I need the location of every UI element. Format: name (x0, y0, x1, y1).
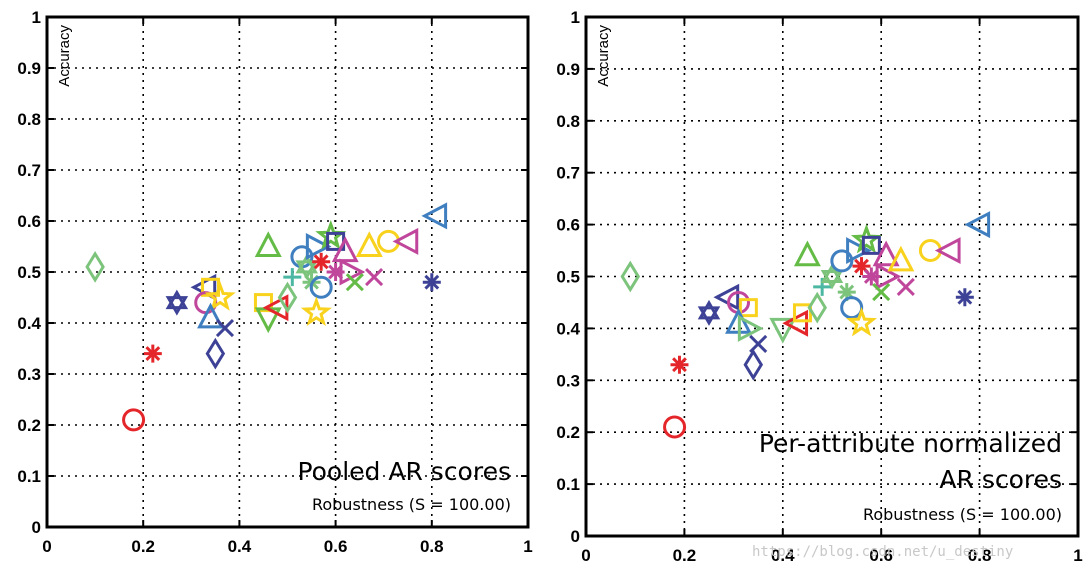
y-tick-label: 0.3 (17, 365, 41, 384)
x-tick-label: 0.6 (869, 546, 893, 565)
data-point-diamond-lightgreen (85, 251, 105, 283)
data-point-x-green (345, 273, 364, 292)
data-point-hexagram-lightgreen (295, 253, 318, 280)
x-tick-label: 0.8 (968, 546, 992, 565)
x-tick-label: 1 (1073, 546, 1082, 565)
y-tick-label: 0.9 (556, 60, 580, 79)
y-tick-label: 1 (571, 8, 580, 27)
x-tick-label: 0.2 (131, 537, 155, 556)
y-tick-label: 0.1 (556, 475, 580, 494)
data-point-square-yellow (253, 293, 273, 313)
data-point-asterisk-navy (422, 273, 441, 292)
data-point-triangle-down-lightgreen (769, 317, 797, 344)
data-point-triangle-up-yellow (355, 231, 383, 257)
y-tick-label: 0.6 (17, 212, 41, 231)
watermark-text: https://blog.csdn.net/u_destiny (752, 544, 1013, 560)
data-point-diamond-lightgreen (277, 281, 298, 314)
annotation-title: Per-attribute normalized (759, 429, 1062, 458)
annotation-subtitle: Robustness (S = 100.00) (863, 505, 1062, 524)
data-point-asterisk-red (312, 252, 331, 271)
y-tick-label: 0 (32, 518, 41, 537)
y-tick-label: 0.2 (17, 416, 41, 435)
grid-lines (586, 17, 1078, 536)
data-point-triangle-left-magenta (934, 237, 961, 265)
data-point-hexagram-navy (697, 299, 721, 326)
plot-area (47, 17, 528, 527)
data-point-x-navy (749, 334, 768, 354)
data-point-triangle-left-blue (421, 202, 448, 230)
data-point-x-magenta (896, 277, 915, 296)
y-tick-label: 0.3 (556, 371, 580, 390)
data-point-x-navy (215, 319, 235, 338)
y-tick-label: 0 (571, 527, 580, 546)
x-tick-label: 0.4 (771, 546, 795, 565)
annotation-title: Pooled AR scores (297, 457, 511, 486)
y-tick-label: 0.7 (17, 161, 41, 180)
data-point-x-green (872, 283, 891, 302)
data-point-triangle-left-red (782, 309, 809, 337)
data-point-square-yellow (738, 298, 758, 318)
data-point-triangle-right-blue (305, 233, 332, 260)
data-point-circle-red (663, 415, 687, 439)
data-point-triangle-up-magenta (331, 236, 359, 263)
y-tick-label: 0.5 (556, 268, 580, 287)
y-tick-label: 0.8 (17, 110, 41, 129)
data-point-star-yellow (204, 281, 236, 311)
annotation-subtitle: Robustness (S = 100.00) (312, 495, 511, 514)
data-point-triangle-up-yellow (887, 245, 915, 272)
y-tick-label: 0.1 (17, 467, 41, 486)
y-tick-label: 0.7 (556, 164, 580, 183)
grid-lines (47, 17, 528, 527)
data-point-triangle-up-magenta (872, 240, 900, 267)
y-tick-label: 0.5 (17, 263, 41, 282)
data-point-triangle-right-magenta (875, 263, 902, 290)
data-point-triangle-left-blue (964, 211, 991, 239)
y-axis-label: Accuracy (595, 25, 612, 87)
x-tick-label: 0.2 (673, 546, 697, 565)
y-tick-label: 0.4 (556, 319, 580, 338)
scatter-points (85, 202, 448, 432)
y-tick-label: 0.2 (556, 423, 580, 442)
data-point-triangle-right-blue (846, 237, 872, 265)
data-point-star-yellow (300, 296, 332, 327)
data-point-asterisk-red (670, 355, 689, 374)
data-point-diamond-lightgreen (807, 291, 828, 324)
y-tick-label: 0.8 (556, 112, 580, 131)
data-point-triangle-up-green (254, 231, 282, 257)
y-axis-label: Accuracy (56, 25, 73, 87)
data-point-circle-red (122, 408, 146, 432)
y-tick-label: 0.9 (17, 59, 41, 78)
data-point-hexagram-lightgreen (820, 263, 844, 290)
y-tick-label: 0.4 (17, 314, 41, 333)
data-point-asterisk-red (143, 344, 162, 363)
data-point-asterisk-navy (955, 288, 974, 307)
scatter-points (620, 211, 991, 439)
data-point-plus-teal (283, 268, 302, 287)
data-point-square-navy (861, 235, 881, 255)
y-tick-label: 1 (32, 8, 41, 27)
data-point-square-yellow (792, 303, 812, 323)
data-point-diamond-navy (205, 337, 226, 370)
x-tick-label: 0 (581, 546, 590, 565)
pooled-ar-scores-panel: 0 0.2 0.4 0.6 0.8 1 0 0.1 0.2 0.3 0.4 0.5 0.6 0.7 0.8 0… (17, 8, 532, 556)
data-point-hexagram-navy (165, 289, 189, 316)
data-point-circle-blue (309, 275, 333, 299)
x-tick-label: 1 (523, 537, 532, 556)
data-point-diamond-lightgreen (620, 260, 641, 293)
y-tick-label: 0.6 (556, 216, 580, 235)
data-point-triangle-up-green (793, 240, 821, 267)
data-point-triangle-left-magenta (392, 227, 419, 255)
data-point-triangle-right-lightgreen (737, 314, 764, 342)
data-point-triangle-up-blue (197, 302, 225, 329)
data-point-star-yellow (845, 306, 878, 337)
per-attribute-normalized-panel: 0 0.2 0.4 0.6 0.8 1 0 0.1 0.2 0.3 0.4 0.5 0.6 0.7 0.8 0… (556, 8, 1082, 565)
x-tick-label: 0 (42, 537, 51, 556)
annotation-title: AR scores (939, 465, 1062, 494)
x-tick-label: 0.8 (420, 537, 444, 556)
data-point-diamond-navy (743, 348, 764, 381)
data-point-x-magenta (365, 268, 384, 287)
x-tick-label: 0.4 (228, 537, 252, 556)
x-tick-label: 0.6 (324, 537, 348, 556)
